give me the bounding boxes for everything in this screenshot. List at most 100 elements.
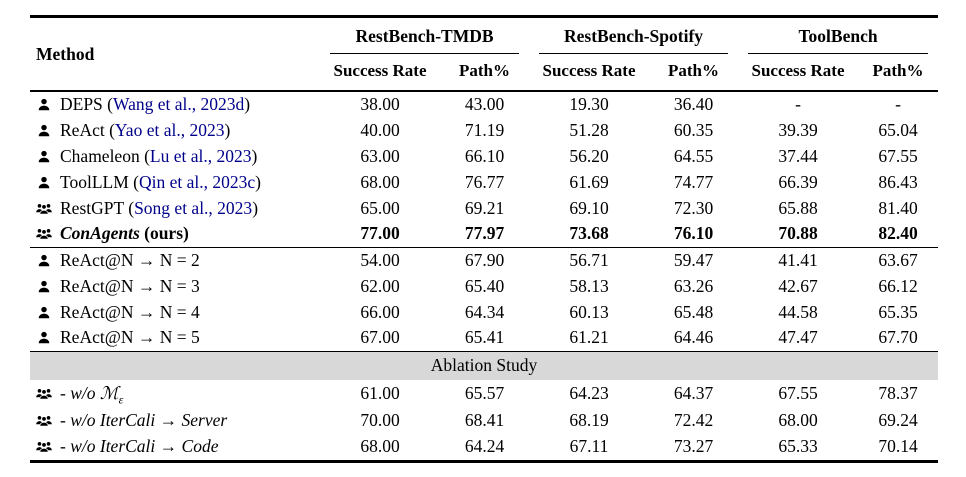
metric-value: 65.41 [440,325,530,352]
method-label: - w/o IterCali → Server [60,410,228,430]
metric-value: 38.00 [360,94,400,114]
metric-value: 65.88 [778,197,818,218]
citation-link[interactable]: Song et al., 2023 [134,197,253,218]
method-cell: - w/o ℳε [30,380,320,407]
method-label: ReAct@N → N = 3 [60,275,200,296]
citation-link[interactable]: Qin et al., 2023c [138,171,256,192]
table-row: ReAct@N → N = 4 66.00 64.34 60.13 65.48 44.58… [30,299,938,325]
method-cell: ReAct@N → N = 4 [30,299,320,325]
metric-value: 44.58 [778,301,818,322]
column-header-success-rate: Success Rate [738,54,859,92]
group-header-row: Method RestBench-TMDB RestBench-Spotify … [30,16,938,92]
table-row: ConAgents (ours) 77.00 77.97 73.68 76.10 70.8… [30,221,939,248]
users-icon [36,387,52,400]
metric-value: 68.00 [360,171,400,192]
column-header-path-pct: Path% [649,54,739,92]
metric-value: 43.00 [464,94,505,114]
table-row: Chameleon (Lu et al., 2023) 63.00 66.10 56.… [30,143,938,169]
method-label: - w/o ℳε [60,383,124,407]
metric-value: 74.77 [673,171,714,192]
citation-link[interactable]: Lu et al., 2023 [149,145,252,166]
metric-value: 72.30 [673,197,714,218]
metric-value: 36.40 [673,94,714,114]
metric-value: 67.00 [320,325,440,352]
metric-value: 59.47 [673,249,714,270]
metric-value: 71.19 [464,119,505,140]
method-label: ReAct@N → N = 5 [60,327,200,348]
metric-value: 68.00 [778,410,818,430]
metric-value: 66.12 [878,275,918,296]
citation-link[interactable]: Wang et al., 2023d [113,94,245,114]
metric-value: 65.33 [778,436,818,457]
users-icon [36,202,52,215]
citation-link[interactable]: Yao et al., 2023 [114,119,225,140]
metric-value: 64.34 [464,301,505,322]
metric-value: - [895,94,901,114]
metric-value: 78.37 [878,383,918,403]
metric-value: 64.46 [649,325,739,352]
metric-value: 67.11 [569,436,609,457]
method-cell: ToolLLM (Qin et al., 2023c) [30,169,320,195]
metric-value: 60.13 [569,301,609,322]
metric-value: 47.47 [738,325,859,352]
user-icon [36,150,52,163]
metric-value: - [795,94,801,114]
metric-value: 65.40 [464,275,505,296]
metric-value: 61.00 [360,383,400,403]
metric-value: 61.69 [569,171,609,192]
metric-value: 67.90 [464,249,505,270]
group-header-restbench-spotify-label: RestBench-Spotify [539,26,729,54]
metric-value: 67.55 [778,383,818,403]
metric-value: 81.40 [878,197,918,218]
metric-value: 60.35 [673,119,714,140]
table-row: - w/o ℳε 61.00 65.57 64.23 64.37 67.55 78.37 [30,380,938,407]
metric-value: 67.70 [858,325,939,352]
metric-value: 65.04 [878,119,918,140]
metric-value: 69.24 [878,410,918,430]
method-cell: ReAct@N → N = 2 [30,247,320,273]
method-cell: RestGPT (Song et al., 2023) [30,195,320,221]
group-header-restbench-tmdb-label: RestBench-TMDB [330,26,520,54]
column-header-success-rate: Success Rate [529,54,650,92]
method-cell: - w/o IterCali → Code [30,434,320,461]
method-label: DEPS (Wang et al., 2023d) [60,94,251,114]
metric-value: 70.00 [360,410,400,430]
user-icon [36,124,52,137]
method-cell: - w/o IterCali → Server [30,407,320,434]
table-row: ReAct@N → N = 3 62.00 65.40 58.13 63.26 42.67… [30,273,938,299]
user-icon [36,98,52,111]
metric-value: 76.10 [649,221,739,248]
group-header-toolbench: ToolBench [738,17,938,54]
ablation-band-label: Ablation Study [30,351,939,380]
user-icon [36,280,52,293]
metric-value: 66.00 [360,301,400,322]
metric-value: 64.55 [673,145,714,166]
metric-value: 73.68 [529,221,650,248]
table-row: ReAct (Yao et al., 2023) 40.00 71.19 51.28 6… [30,117,938,143]
ours-suffix: (ours) [139,223,189,244]
metric-value: 69.10 [569,197,609,218]
method-label: ReAct@N → N = 4 [60,301,200,322]
metric-value: 67.55 [878,145,918,166]
user-icon [36,331,52,344]
method-cell: ConAgents (ours) [30,221,320,248]
method-label: ToolLLM (Qin et al., 2023c) [60,171,261,192]
metric-value: 51.28 [569,119,609,140]
metric-value: 66.39 [778,171,818,192]
math-symbol: ℳ [99,383,119,403]
metric-value: 64.24 [464,436,505,457]
table-row: RestGPT (Song et al., 2023) 65.00 69.21 69.… [30,195,938,221]
metric-value: 65.57 [464,383,505,403]
method-label: ReAct (Yao et al., 2023) [60,119,231,140]
table-row: - w/o IterCali → Code 68.00 64.24 67.11 73.2… [30,434,938,461]
metric-value: 41.41 [778,249,818,270]
metric-value: 68.41 [464,410,505,430]
metric-value: 58.13 [569,275,609,296]
metric-value: 39.39 [778,119,818,140]
group-header-restbench-spotify: RestBench-Spotify [529,17,738,54]
table-row: - w/o IterCali → Server 70.00 68.41 68.19 72… [30,407,938,434]
table-row: DEPS (Wang et al., 2023d) 38.00 43.00 19.30… [30,91,938,117]
users-icon [36,414,52,427]
table-body: DEPS (Wang et al., 2023d) 38.00 43.00 19.30… [30,91,939,461]
metric-value: 64.23 [569,383,609,403]
